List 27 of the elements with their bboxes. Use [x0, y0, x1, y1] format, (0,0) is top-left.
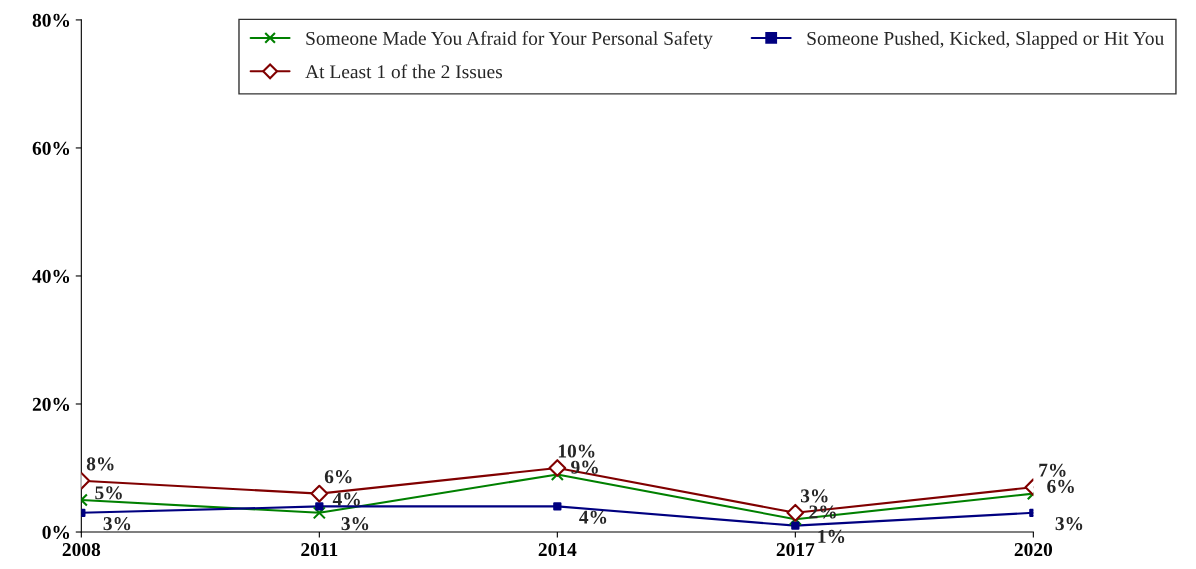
- data-label: 3%: [103, 517, 131, 531]
- data-label: 1%: [818, 529, 845, 544]
- data-label: 7%: [1039, 463, 1066, 477]
- y-tick-label: 60%: [32, 141, 70, 155]
- x-tick-label: 2014: [538, 542, 577, 557]
- y-tick-label: 20%: [32, 397, 70, 411]
- legend-label: At Least 1 of the 2 Issues: [305, 64, 503, 79]
- data-label: 4%: [579, 510, 607, 524]
- data-label: 6%: [324, 470, 352, 484]
- x-tick-label: 2020: [1014, 542, 1053, 557]
- x-tick-label: 2008: [62, 542, 101, 557]
- data-label: 8%: [86, 457, 114, 471]
- y-tick-label: 80%: [32, 13, 70, 27]
- data-label: 9%: [571, 460, 598, 474]
- legend-label: Someone Pushed, Kicked, Slapped or Hit You: [807, 31, 1164, 49]
- data-label: 3%: [1055, 517, 1083, 531]
- data-label: 6%: [1047, 479, 1074, 493]
- y-tick-label: 40%: [32, 269, 70, 283]
- y-tick-label: 0%: [42, 525, 70, 540]
- x-tick-label: 2017: [776, 542, 815, 557]
- data-label: 3%: [341, 517, 369, 531]
- legend-label: Someone Made You Afraid for Your Personal Safety: [306, 31, 713, 49]
- data-label: 3%: [800, 489, 828, 503]
- data-label: 5%: [95, 486, 122, 500]
- data-label: 10%: [558, 444, 595, 458]
- x-tick-label: 2011: [301, 542, 338, 557]
- data-label: 4%: [332, 492, 360, 506]
